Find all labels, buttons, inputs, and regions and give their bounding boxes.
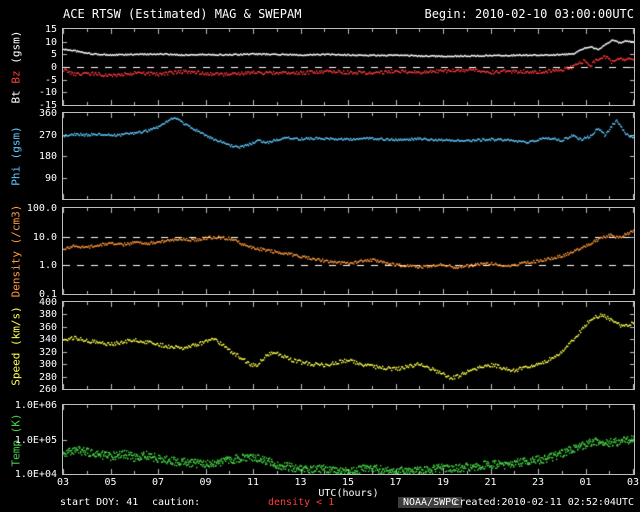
- y-tick-label: 280: [38, 372, 57, 383]
- y-tick-label: -15: [38, 100, 57, 111]
- caution-value: density < 1: [268, 497, 335, 508]
- y-tick-label: 380: [38, 309, 57, 320]
- chart-canvas: [63, 29, 634, 105]
- header: ACE RTSW (Estimated) MAG & SWEPAM Begin:…: [63, 7, 634, 21]
- y-tick-label: 10: [44, 37, 57, 48]
- chart-canvas: [63, 113, 634, 199]
- chart-canvas: [63, 405, 634, 474]
- x-tick-label: 09: [199, 477, 212, 488]
- begin-timestamp: Begin: 2010-02-10 03:00:00UTC: [424, 7, 634, 21]
- y-tick-label: 260: [38, 384, 57, 395]
- panel-temp: Temp (K) 1.0E+06 1.0E+05 1.0E+04: [0, 400, 640, 480]
- x-tick-label: 11: [247, 477, 260, 488]
- x-tick-label: 21: [484, 477, 497, 488]
- y-tick-label: 10.0: [32, 232, 57, 243]
- y-tick-label: 360: [38, 322, 57, 333]
- y-axis-label-part: Density (/cm3): [9, 204, 23, 298]
- x-tick-label: 07: [152, 477, 165, 488]
- y-tick-label: 1.0E+06: [14, 400, 57, 411]
- plot-area: [62, 28, 635, 106]
- x-tick-label: 03: [627, 477, 640, 488]
- x-tick-label: 01: [579, 477, 592, 488]
- y-tick-label: 5: [50, 49, 57, 60]
- y-tick-label: -10: [38, 87, 57, 98]
- y-tick-label: 270: [38, 130, 57, 141]
- panel-density: Density (/cm3) 100.0 10.0 1.0 0.1: [0, 203, 640, 300]
- chart-canvas: [63, 302, 634, 389]
- created-timestamp: created:2010-02-11 02:52:04UTC: [453, 497, 634, 508]
- chart-canvas: [63, 208, 634, 294]
- plot-area: [62, 207, 635, 295]
- y-axis-label: Density (/cm3): [10, 205, 23, 298]
- x-tick-label: 13: [294, 477, 307, 488]
- x-axis-tick-labels: 03 05 07 09 11 13 15 17 19 21 23 01 03: [0, 477, 640, 489]
- y-tick-label: 15: [44, 24, 57, 35]
- y-tick-label: 400: [38, 297, 57, 308]
- y-tick-label: 90: [44, 173, 57, 184]
- y-tick-label: 0: [50, 62, 57, 73]
- plot-area: [62, 404, 635, 475]
- panel-bt-bz: Bt Bz (gsm) 15 10 5 0 -5 -10 -15: [0, 24, 640, 111]
- y-tick-label: 1.0: [38, 260, 57, 271]
- y-tick-label: 320: [38, 347, 57, 358]
- status-bar: start DOY: 41 caution: density < 1 NOAA/…: [0, 497, 640, 511]
- y-tick-label: -5: [44, 75, 57, 86]
- caution-label: caution:: [152, 497, 201, 508]
- start-doy-label: start DOY: 41: [60, 497, 139, 508]
- y-tick-label: 1.0E+05: [14, 435, 57, 446]
- plot-area: [62, 301, 635, 390]
- y-tick-label: 360: [38, 108, 57, 119]
- x-tick-label: 03: [57, 477, 70, 488]
- x-axis-title: UTC(hours): [318, 488, 379, 499]
- panel-speed: Speed (km/s) 400 380 360 340 320 300 280 260: [0, 297, 640, 395]
- agency-label: NOAA/SWPC: [398, 497, 463, 508]
- y-tick-label: 1.0E+04: [14, 469, 57, 480]
- x-tick-label: 23: [532, 477, 545, 488]
- x-tick-label: 17: [389, 477, 402, 488]
- plot-title: ACE RTSW (Estimated) MAG & SWEPAM: [63, 7, 302, 21]
- x-tick-label: 19: [437, 477, 450, 488]
- y-tick-label: 340: [38, 334, 57, 345]
- y-tick-label: 0.1: [38, 289, 57, 300]
- y-tick-label: 300: [38, 359, 57, 370]
- panel-phi: Phi (gsm) 360 270 180 90: [0, 108, 640, 200]
- x-tick-label: 15: [342, 477, 355, 488]
- x-tick-label: 05: [104, 477, 117, 488]
- plot-area: [62, 112, 635, 200]
- y-tick-label: 180: [38, 151, 57, 162]
- y-tick-label: 100.0: [26, 203, 57, 214]
